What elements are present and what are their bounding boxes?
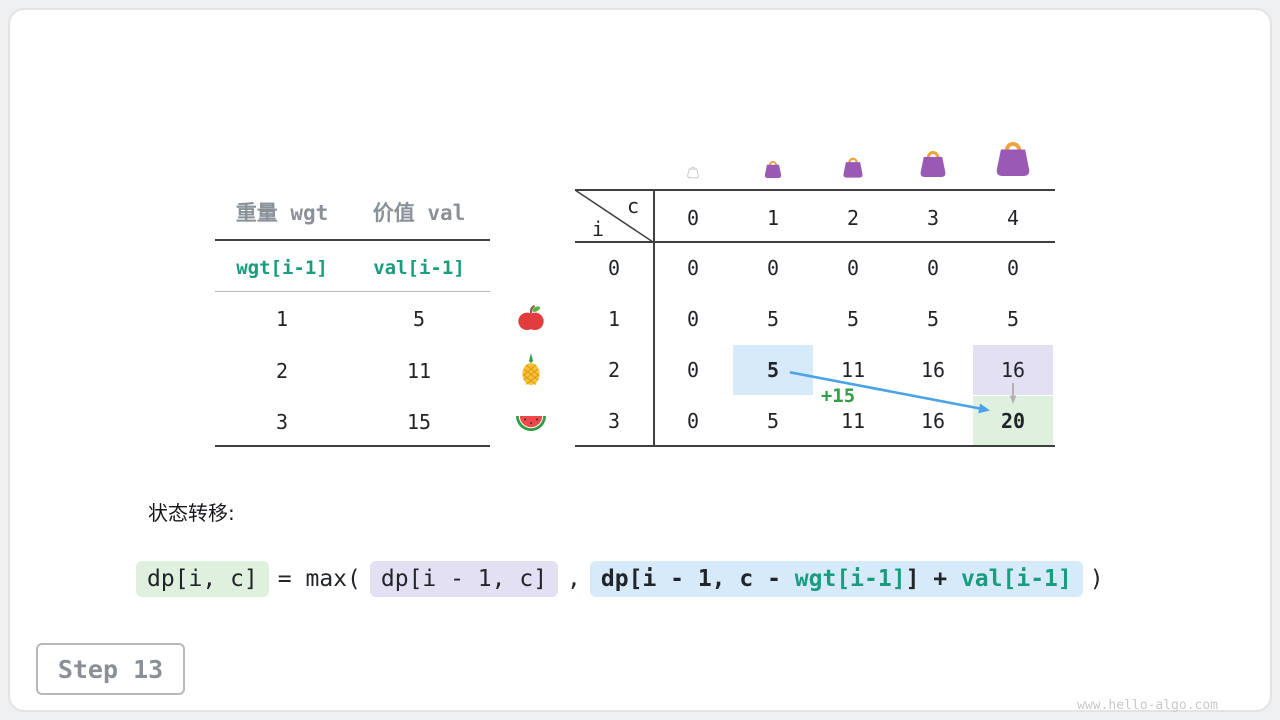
dp-table-bottom-line bbox=[575, 445, 1055, 447]
formula-operator: = max( bbox=[277, 566, 361, 592]
dp-cell-0-0: 0 bbox=[686, 256, 700, 280]
dp-table-vertical-line bbox=[653, 190, 655, 446]
dp-cell-1-0: 0 bbox=[686, 307, 700, 331]
dp-col-header-0: 0 bbox=[686, 206, 700, 230]
dp-cell-0-1: 0 bbox=[766, 256, 780, 280]
dp-col-header-4: 4 bbox=[1006, 206, 1020, 230]
dp-row-header-2: 2 bbox=[607, 358, 621, 382]
arrow-value-label: +15 bbox=[820, 385, 856, 407]
formula-arg2-val: val[i-1] bbox=[960, 566, 1072, 592]
item-table-bottom-line bbox=[215, 445, 490, 447]
dp-cell-2-3: 16 bbox=[920, 358, 946, 382]
formula-arg2-mid: ] + bbox=[905, 566, 961, 592]
dp-cell-0-4: 0 bbox=[1006, 256, 1020, 280]
dp-cell-0-3: 0 bbox=[926, 256, 940, 280]
item-table-var-val: val[i-1] bbox=[373, 257, 465, 279]
dp-corner-diagonal bbox=[575, 190, 653, 242]
figure-card bbox=[8, 8, 1272, 712]
dp-table-top-line bbox=[575, 189, 1055, 191]
dp-table-header-line bbox=[575, 241, 1055, 243]
item-table-mid-line bbox=[215, 291, 490, 292]
item-wgt-3: 3 bbox=[275, 410, 289, 434]
dp-cell-1-2: 5 bbox=[846, 307, 860, 331]
dp-row-header-1: 1 bbox=[607, 307, 621, 331]
formula-arg2-wgt: wgt[i-1] bbox=[794, 566, 906, 592]
item-wgt-1: 1 bbox=[275, 307, 289, 331]
formula-arg2: dp[i - 1, c - wgt[i-1]] + val[i-1] bbox=[589, 561, 1083, 597]
dp-col-header-2: 2 bbox=[846, 206, 860, 230]
dp-cell-2-4: 16 bbox=[1000, 358, 1026, 382]
dp-corner-row-label: i bbox=[591, 217, 605, 241]
pineapple-icon bbox=[517, 353, 545, 387]
transition-title: 状态转移: bbox=[148, 501, 235, 525]
empty-bag-icon bbox=[686, 164, 701, 179]
item-val-1: 5 bbox=[412, 307, 426, 331]
handbag-icon bbox=[840, 153, 867, 180]
item-table-var-wgt: wgt[i-1] bbox=[236, 257, 328, 279]
dp-col-header-3: 3 bbox=[926, 206, 940, 230]
dp-cell-2-2: 11 bbox=[840, 358, 866, 382]
apple-icon bbox=[516, 303, 546, 333]
handbag-icon bbox=[990, 134, 1036, 180]
dp-cell-2-0: 0 bbox=[686, 358, 700, 382]
dp-cell-2-1: 5 bbox=[766, 358, 780, 382]
formula-lhs: dp[i, c] bbox=[136, 561, 269, 597]
item-val-2: 11 bbox=[406, 359, 432, 383]
item-val-3: 15 bbox=[406, 410, 432, 434]
handbag-icon bbox=[916, 145, 951, 180]
formula-close-paren: ) bbox=[1089, 566, 1104, 592]
formula-arg2-prefix: dp[i - 1, c - bbox=[600, 566, 795, 592]
dp-row-header-3: 3 bbox=[607, 409, 621, 433]
watermelon-icon bbox=[514, 410, 548, 432]
formula-arg1: dp[i - 1, c] bbox=[369, 561, 559, 597]
dp-cell-3-4: 20 bbox=[1000, 409, 1026, 433]
dp-row-header-0: 0 bbox=[607, 256, 621, 280]
dp-cell-3-1: 5 bbox=[766, 409, 780, 433]
item-table-header-line bbox=[215, 239, 490, 241]
handbag-icon bbox=[762, 157, 785, 180]
item-table-header-value: 价值 val bbox=[372, 201, 466, 225]
dp-cell-3-2: 11 bbox=[840, 409, 866, 433]
item-wgt-2: 2 bbox=[275, 359, 289, 383]
dp-corner-col-label: c bbox=[626, 194, 640, 218]
transition-formula: dp[i, c] = max( dp[i - 1, c] , dp[i - 1,… bbox=[136, 561, 1104, 597]
dp-cell-0-2: 0 bbox=[846, 256, 860, 280]
dp-col-header-1: 1 bbox=[766, 206, 780, 230]
formula-comma: , bbox=[567, 566, 581, 592]
watermark: www.hello-algo.com bbox=[1077, 698, 1218, 713]
dp-cell-3-0: 0 bbox=[686, 409, 700, 433]
dp-cell-3-3: 16 bbox=[920, 409, 946, 433]
dp-cell-1-1: 5 bbox=[766, 307, 780, 331]
step-badge: Step 13 bbox=[36, 643, 185, 695]
item-table-header-weight: 重量 wgt bbox=[235, 201, 329, 225]
dp-cell-1-3: 5 bbox=[926, 307, 940, 331]
dp-cell-1-4: 5 bbox=[1006, 307, 1020, 331]
